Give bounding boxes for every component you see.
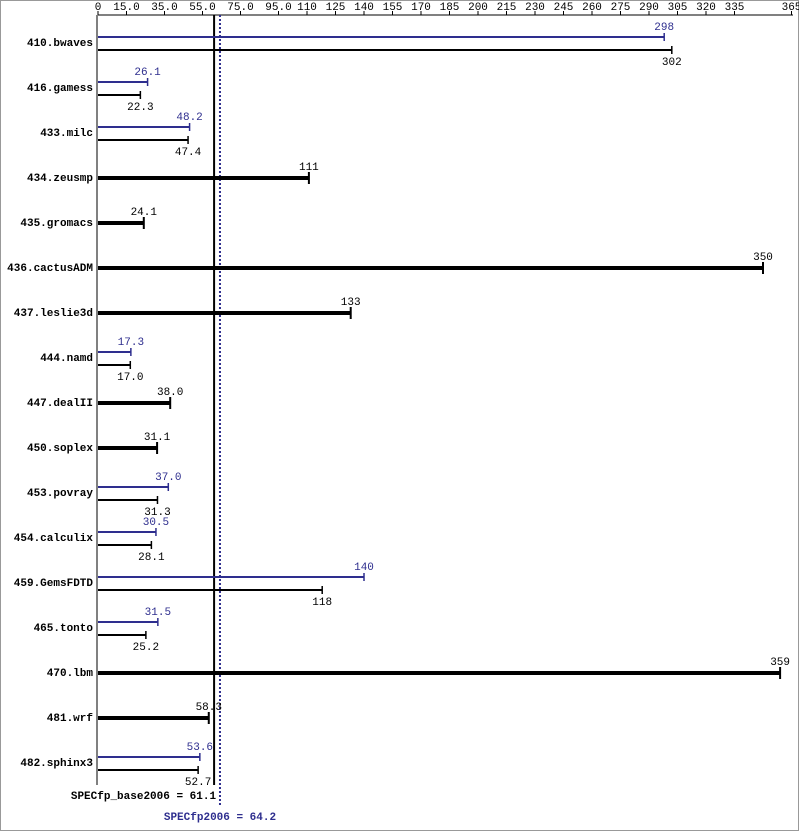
value-label: 28.1 xyxy=(138,552,165,564)
x-tick-label: 335 xyxy=(725,2,745,14)
value-label: 359 xyxy=(770,657,790,669)
bar xyxy=(98,621,158,623)
bar xyxy=(98,176,309,180)
x-tick-label: 15.0 xyxy=(113,2,139,14)
bar xyxy=(98,671,781,675)
value-label: 53.6 xyxy=(187,742,213,754)
category-label: 450.soplex xyxy=(27,443,93,455)
x-tick-label: 140 xyxy=(354,2,374,14)
bar xyxy=(98,531,156,533)
x-tick-label: 230 xyxy=(525,2,545,14)
x-tick-label: 260 xyxy=(582,2,602,14)
bar xyxy=(98,49,672,51)
x-tick-label: 95.0 xyxy=(265,2,291,14)
bar xyxy=(98,499,158,501)
value-label: 17.3 xyxy=(118,337,144,349)
category-label: 453.povray xyxy=(27,488,93,500)
category-label: 434.zeusmp xyxy=(27,173,93,185)
category-label: 436.cactusADM xyxy=(7,263,93,275)
bar xyxy=(98,221,144,225)
value-label: 22.3 xyxy=(127,102,153,114)
category-label: 459.GemsFDTD xyxy=(14,578,94,590)
x-tick-label: 200 xyxy=(468,2,488,14)
value-label: 24.1 xyxy=(131,207,158,219)
category-label: 410.bwaves xyxy=(27,38,93,50)
value-label: 38.0 xyxy=(157,387,183,399)
value-label: 25.2 xyxy=(133,642,159,654)
value-label: 133 xyxy=(341,297,361,309)
bar xyxy=(98,486,169,488)
value-label: 17.0 xyxy=(117,372,143,384)
category-label: 437.leslie3d xyxy=(14,308,93,320)
value-label: 140 xyxy=(354,562,374,574)
category-label: 481.wrf xyxy=(47,713,94,725)
bar xyxy=(98,139,189,141)
value-label: 31.3 xyxy=(144,507,170,519)
x-tick-label: 215 xyxy=(497,2,517,14)
category-label: 470.lbm xyxy=(47,668,94,680)
value-label: 30.5 xyxy=(143,517,169,529)
category-label: 482.sphinx3 xyxy=(20,758,93,770)
value-label: 350 xyxy=(753,252,773,264)
category-label: 447.dealII xyxy=(27,398,93,410)
x-tick-label: 365 xyxy=(782,2,799,14)
x-tick-label: 75.0 xyxy=(227,2,253,14)
bar xyxy=(98,36,665,38)
category-label: 465.tonto xyxy=(34,623,94,635)
x-tick-label: 170 xyxy=(411,2,431,14)
bar xyxy=(98,756,200,758)
value-label: 111 xyxy=(299,162,319,174)
value-label: 37.0 xyxy=(155,472,181,484)
x-tick-label: 35.0 xyxy=(151,2,177,14)
category-label: 416.gamess xyxy=(27,83,93,95)
value-label: 26.1 xyxy=(134,67,161,79)
value-label: 31.1 xyxy=(144,432,171,444)
category-label: 444.namd xyxy=(40,353,93,365)
peak-label: SPECfp2006 = 64.2 xyxy=(164,812,276,824)
bar xyxy=(98,364,131,366)
x-tick-label: 110 xyxy=(297,2,317,14)
x-tick-label: 185 xyxy=(440,2,460,14)
bar xyxy=(98,769,199,771)
bar xyxy=(98,351,131,353)
value-label: 58.3 xyxy=(196,702,222,714)
x-tick-label: 155 xyxy=(383,2,403,14)
bar xyxy=(98,446,158,450)
x-tick-label: 305 xyxy=(668,2,688,14)
value-label: 47.4 xyxy=(175,147,202,159)
value-label: 31.5 xyxy=(145,607,171,619)
bar xyxy=(98,544,152,546)
bar xyxy=(98,311,351,315)
bar xyxy=(98,716,209,720)
bar xyxy=(98,266,763,270)
bar xyxy=(98,401,171,405)
bar xyxy=(98,589,323,591)
bar xyxy=(98,576,364,578)
x-tick-label: 320 xyxy=(696,2,716,14)
bar xyxy=(98,94,141,96)
x-tick-label: 245 xyxy=(554,2,574,14)
category-label: 433.milc xyxy=(40,128,93,140)
x-tick-label: 125 xyxy=(326,2,346,14)
base-label: SPECfp_base2006 = 61.1 xyxy=(71,791,217,803)
x-tick-label: 275 xyxy=(611,2,631,14)
value-label: 302 xyxy=(662,57,682,69)
category-label: 454.calculix xyxy=(14,533,94,545)
value-label: 118 xyxy=(312,597,332,609)
value-label: 48.2 xyxy=(176,112,202,124)
value-label: 298 xyxy=(654,22,674,34)
x-tick-label: 55.0 xyxy=(189,2,215,14)
bar xyxy=(98,634,146,636)
value-label: 52.7 xyxy=(185,777,211,789)
bar xyxy=(98,126,190,128)
x-tick-label: 0 xyxy=(95,2,102,14)
bar xyxy=(98,81,148,83)
x-tick-label: 290 xyxy=(639,2,659,14)
category-label: 435.gromacs xyxy=(20,218,93,230)
